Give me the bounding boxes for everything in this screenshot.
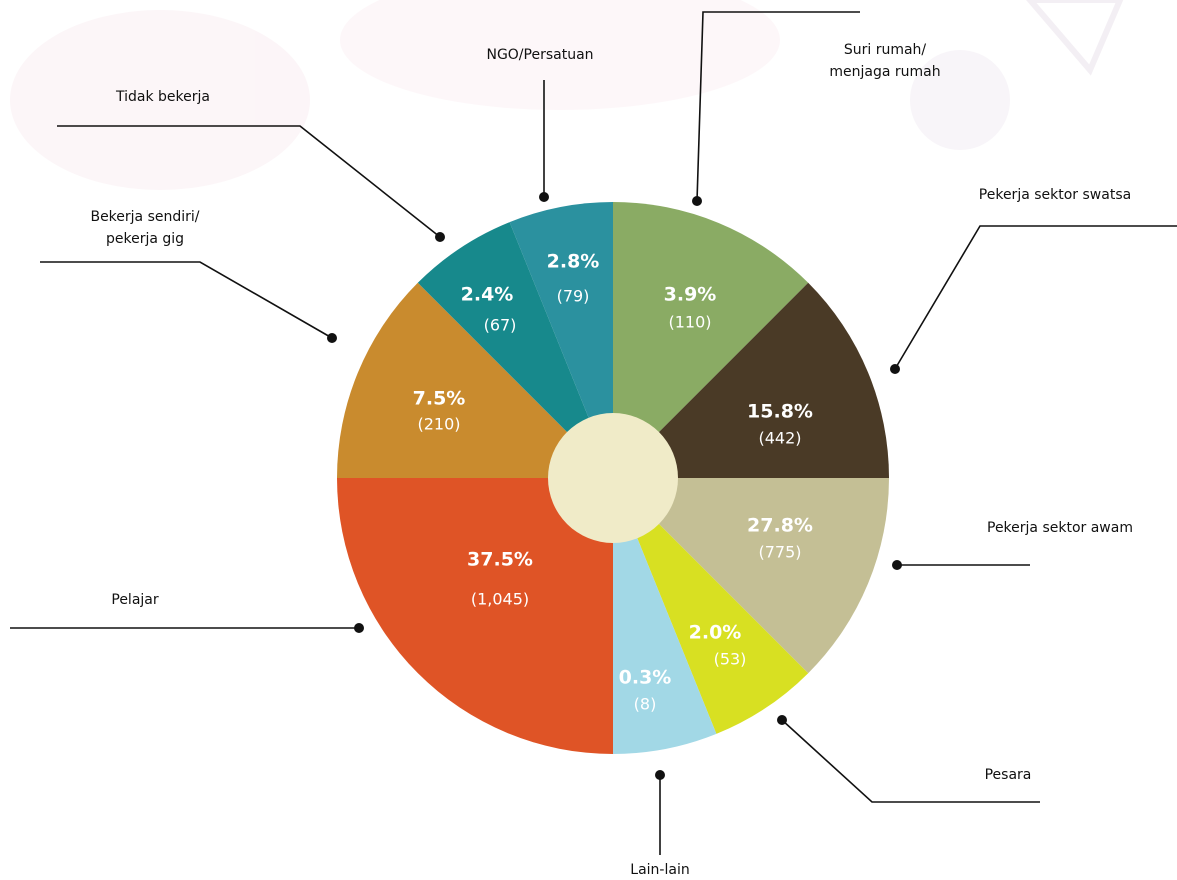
category-label: Bekerja sendiri/ <box>90 209 199 225</box>
leader-line <box>40 262 332 338</box>
leader-dot <box>327 333 337 343</box>
percent-label: 2.8% <box>547 251 600 273</box>
category-label: Tidak bekerja <box>115 89 210 105</box>
count-label: (110) <box>668 313 711 332</box>
leader-dot <box>539 192 549 202</box>
count-label: (442) <box>758 429 801 448</box>
category-label: Lain-lain <box>630 862 689 878</box>
count-label: (775) <box>758 543 801 562</box>
leader-dot <box>692 196 702 206</box>
category-label: Suri rumah/ <box>844 42 927 58</box>
count-label: (67) <box>484 316 517 335</box>
leader-dot <box>435 232 445 242</box>
category-label: Pelajar <box>111 592 158 608</box>
percent-label: 37.5% <box>467 549 533 571</box>
center-hole <box>548 413 678 543</box>
category-label: Pekerja sektor swatsa <box>979 187 1131 203</box>
percent-label: 27.8% <box>747 515 813 537</box>
count-label: (1,045) <box>471 590 529 609</box>
category-label: NGO/Persatuan <box>486 47 593 63</box>
percent-label: 3.9% <box>664 284 717 306</box>
count-label: (8) <box>634 695 657 714</box>
leader-dot <box>890 364 900 374</box>
leader-line <box>782 720 1040 802</box>
percent-label: 2.4% <box>461 284 514 306</box>
category-label: pekerja gig <box>106 231 184 247</box>
leader-dot <box>777 715 787 725</box>
count-label: (79) <box>557 287 590 306</box>
chart: 3.9% (110) Suri rumah/menjaga rumah 15.8% (4… <box>0 0 1177 880</box>
leader-line <box>895 226 1177 369</box>
count-label: (210) <box>417 415 460 434</box>
category-label: menjaga rumah <box>829 64 940 80</box>
leader-dot <box>892 560 902 570</box>
count-label: (53) <box>714 650 747 669</box>
leader-dot <box>655 770 665 780</box>
percent-label: 0.3% <box>619 667 672 689</box>
percent-label: 7.5% <box>413 388 466 410</box>
category-label: Pesara <box>985 767 1032 783</box>
percent-label: 2.0% <box>689 622 742 644</box>
wheel <box>337 202 889 754</box>
category-label: Pekerja sektor awam <box>987 520 1133 536</box>
leader-dot <box>354 623 364 633</box>
percent-label: 15.8% <box>747 401 813 423</box>
